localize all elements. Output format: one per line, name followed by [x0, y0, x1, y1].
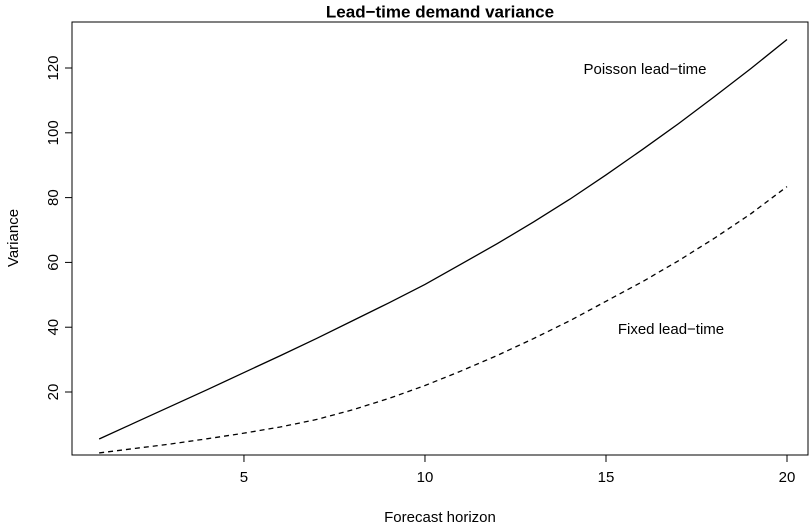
y-tick-label: 80 [45, 189, 62, 206]
y-tick-label: 60 [45, 254, 62, 271]
y-axis-label: Variance [5, 209, 22, 267]
y-tick-label: 120 [45, 55, 62, 80]
plot-box [71, 21, 809, 456]
x-axis-label: Forecast horizon [384, 509, 496, 526]
series-annotation: Poisson lead−time [584, 61, 707, 78]
y-tick-label: 20 [45, 384, 62, 401]
x-tick-label: 15 [598, 469, 615, 486]
x-tick-label: 10 [417, 469, 434, 486]
series-line [98, 38, 788, 440]
y-tick-label: 40 [45, 319, 62, 336]
chart-title: Lead−time demand variance [326, 2, 554, 21]
y-tick-label: 100 [45, 120, 62, 145]
x-tick-label: 5 [240, 469, 248, 486]
x-tick-label: 20 [779, 469, 796, 486]
series-annotation: Fixed lead−time [618, 321, 724, 338]
series-line [99, 186, 788, 454]
